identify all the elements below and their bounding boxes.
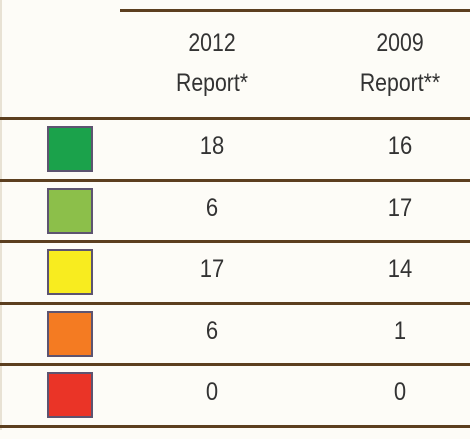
cell-value: 16 [387,132,413,160]
cell-value: 6 [205,316,219,345]
row-rule [0,178,470,182]
row-rule [0,240,470,243]
column-header: 2009 [376,29,424,57]
row-rule [0,301,470,305]
cell-value: 6 [205,193,219,222]
cell-value: 17 [199,255,225,283]
cell-value: 0 [205,378,219,406]
top-rule [120,9,470,12]
row-rule [0,424,470,428]
cell-value: 1 [393,316,407,345]
color-swatch [47,249,93,295]
color-swatch [47,310,93,357]
cell-value: 17 [387,193,413,222]
cell-value: 0 [393,378,407,406]
column-header: 2012 [188,29,236,57]
color-swatch [47,126,93,172]
left-edge [0,0,2,430]
row-rule [0,117,470,120]
row-rule [0,363,470,366]
cell-value: 18 [199,132,225,160]
color-swatch [47,187,93,234]
column-header: Report* [175,69,249,97]
cell-value: 14 [387,255,413,283]
color-swatch [47,372,93,418]
column-header: Report** [359,69,441,97]
